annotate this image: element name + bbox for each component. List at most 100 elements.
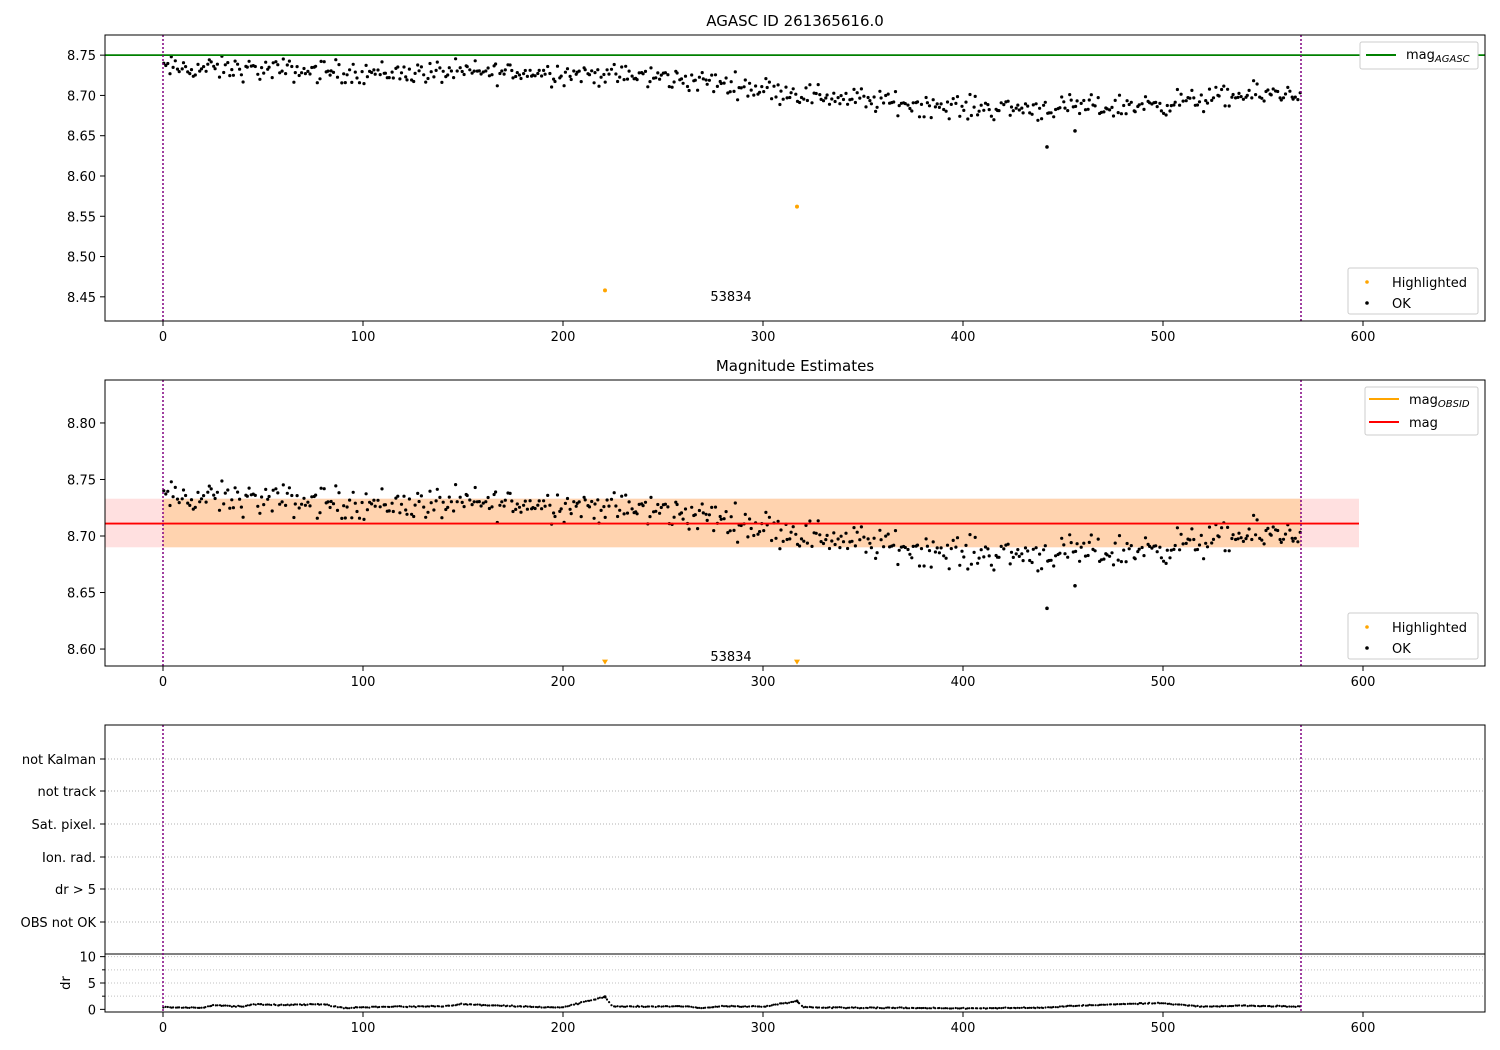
ok-point bbox=[707, 78, 712, 82]
dr-point bbox=[1264, 1004, 1267, 1008]
ok-point bbox=[553, 79, 557, 84]
dr-point bbox=[1126, 1002, 1129, 1006]
dr-point bbox=[520, 1005, 523, 1008]
ok-point bbox=[537, 499, 541, 503]
ok-point bbox=[233, 486, 237, 490]
dr-point bbox=[640, 1005, 643, 1008]
ok-point bbox=[231, 73, 235, 77]
ok-point bbox=[590, 499, 594, 504]
dr-point bbox=[754, 1005, 757, 1008]
ok-point bbox=[1255, 82, 1259, 86]
dr-point bbox=[736, 1005, 739, 1008]
dr-point bbox=[1280, 1005, 1283, 1008]
dr-point bbox=[498, 1004, 501, 1007]
dr-point bbox=[700, 1007, 703, 1010]
ok-point bbox=[858, 538, 862, 542]
ok-point bbox=[758, 530, 762, 534]
ok-point bbox=[293, 71, 297, 75]
ok-point bbox=[1199, 93, 1203, 97]
dr-point bbox=[780, 1002, 783, 1005]
ok-point bbox=[1063, 552, 1067, 556]
ok-point bbox=[303, 503, 307, 507]
dr-point bbox=[776, 1003, 779, 1006]
ok-point bbox=[1260, 538, 1264, 542]
ok-point bbox=[1254, 93, 1258, 97]
ok-point bbox=[1260, 96, 1264, 100]
dr-point bbox=[893, 1007, 897, 1010]
ok-point bbox=[426, 510, 430, 514]
ok-point bbox=[715, 84, 720, 88]
ok-point bbox=[593, 502, 597, 506]
dr-point bbox=[458, 1003, 461, 1006]
dr-point bbox=[1244, 1004, 1247, 1007]
dr-point bbox=[437, 1005, 441, 1008]
ok-point bbox=[322, 487, 326, 491]
dr-spike-point bbox=[603, 995, 607, 999]
dr-point bbox=[318, 1003, 321, 1006]
ok-point bbox=[789, 91, 793, 95]
dr-point bbox=[470, 1003, 473, 1006]
dr-point bbox=[942, 1007, 946, 1010]
ok-point bbox=[1168, 556, 1172, 560]
dr-point bbox=[1132, 1002, 1135, 1005]
ok-point bbox=[1250, 96, 1254, 100]
dr-point bbox=[707, 1006, 710, 1009]
ok-point bbox=[609, 497, 614, 501]
ok-point bbox=[479, 72, 483, 76]
dr-point bbox=[788, 1001, 791, 1004]
dr-point bbox=[1116, 1003, 1119, 1006]
dr-point bbox=[1170, 1003, 1173, 1006]
dr-point bbox=[850, 1006, 854, 1009]
y-tick-label: 8.60 bbox=[67, 643, 96, 658]
dr-point bbox=[222, 1004, 225, 1007]
ok-point bbox=[407, 497, 411, 501]
ok-point bbox=[1125, 541, 1129, 546]
dr-point bbox=[682, 1005, 685, 1008]
ok-point bbox=[1026, 549, 1030, 553]
ok-point bbox=[398, 77, 402, 81]
ok-point bbox=[189, 68, 194, 72]
dr-point bbox=[466, 1003, 469, 1006]
dr-point bbox=[684, 1005, 687, 1008]
ok-point bbox=[590, 69, 594, 73]
dr-point bbox=[1024, 1006, 1027, 1010]
ok-point bbox=[1054, 554, 1058, 558]
dr-point bbox=[378, 1005, 381, 1009]
ok-point bbox=[202, 494, 206, 498]
ok-point bbox=[206, 490, 210, 494]
ok-point bbox=[446, 73, 450, 77]
ok-point bbox=[419, 494, 423, 498]
ok-point bbox=[743, 512, 747, 517]
dr-point bbox=[350, 1006, 353, 1009]
ok-point bbox=[931, 98, 935, 102]
dr-point bbox=[336, 1006, 339, 1009]
ok-point bbox=[362, 82, 366, 86]
ok-point bbox=[987, 554, 991, 558]
dr-point bbox=[1210, 1005, 1213, 1008]
dr-point bbox=[1206, 1005, 1209, 1008]
dr-point bbox=[1140, 1002, 1143, 1005]
ok-point bbox=[280, 500, 284, 504]
dr-point bbox=[274, 1003, 277, 1007]
ok-point bbox=[184, 65, 188, 69]
ok-point bbox=[955, 95, 960, 99]
ok-point bbox=[620, 65, 624, 69]
ok-point bbox=[874, 556, 878, 561]
dr-point bbox=[1120, 1003, 1123, 1006]
ok-point bbox=[910, 556, 914, 560]
ok-point bbox=[1028, 558, 1032, 563]
ok-point bbox=[1237, 91, 1241, 95]
ok-point bbox=[247, 59, 251, 63]
ok-point bbox=[1102, 557, 1106, 561]
ok-point bbox=[1150, 546, 1154, 550]
ok-point bbox=[1205, 545, 1210, 549]
ok-point bbox=[599, 508, 603, 512]
ok-point bbox=[853, 100, 858, 105]
ok-point bbox=[767, 515, 772, 519]
ok-point bbox=[331, 502, 336, 506]
ok-point bbox=[473, 59, 477, 63]
ok-point bbox=[472, 500, 476, 504]
dr-point bbox=[304, 1004, 307, 1007]
dr-point bbox=[1091, 1004, 1095, 1007]
ok-point bbox=[1116, 558, 1120, 562]
